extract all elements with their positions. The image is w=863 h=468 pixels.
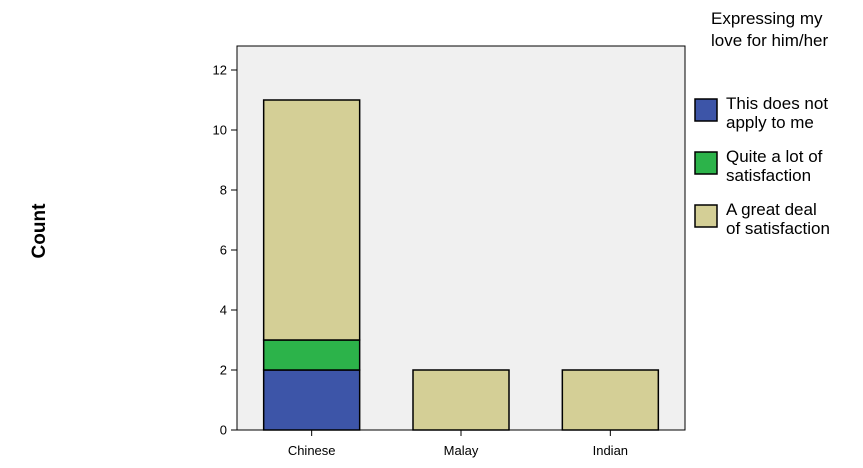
bar-chinese-series-1 (262, 339, 361, 371)
legend-swatch-1 (694, 151, 718, 175)
legend: Expressing my love for him/her This does n… (694, 9, 830, 238)
y-tick-label: 4 (220, 303, 227, 318)
y-tick-label: 2 (220, 363, 227, 378)
x-tick-label: Malay (444, 443, 479, 458)
y-tick-label: 12 (213, 63, 227, 78)
x-tick-label: Indian (593, 443, 628, 458)
bar-chinese-series-0 (262, 369, 361, 431)
y-tick-label: 10 (213, 123, 227, 138)
y-axis: 0 2 4 6 8 10 12 (213, 63, 237, 438)
bar-malay-series-2 (412, 369, 510, 431)
legend-entry-2: A great deal of satisfaction (726, 200, 830, 238)
x-tick-label: Chinese (288, 443, 336, 458)
legend-entry-1: Quite a lot of satisfaction (726, 147, 823, 185)
bars (262, 99, 660, 431)
y-tick-label: 6 (220, 243, 227, 258)
y-tick-label: 8 (220, 183, 227, 198)
bar-chinese-series-2 (262, 99, 361, 341)
x-axis: Chinese Malay Indian (288, 430, 628, 458)
legend-entry-0: This does not apply to me (726, 94, 828, 132)
legend-title: Expressing my love for him/her (711, 9, 828, 50)
legend-swatch-0 (694, 98, 718, 122)
bar-indian-series-2 (561, 369, 660, 431)
y-tick-label: 0 (220, 423, 227, 438)
legend-swatch-2 (694, 204, 718, 228)
y-axis-label: Count (29, 203, 50, 259)
